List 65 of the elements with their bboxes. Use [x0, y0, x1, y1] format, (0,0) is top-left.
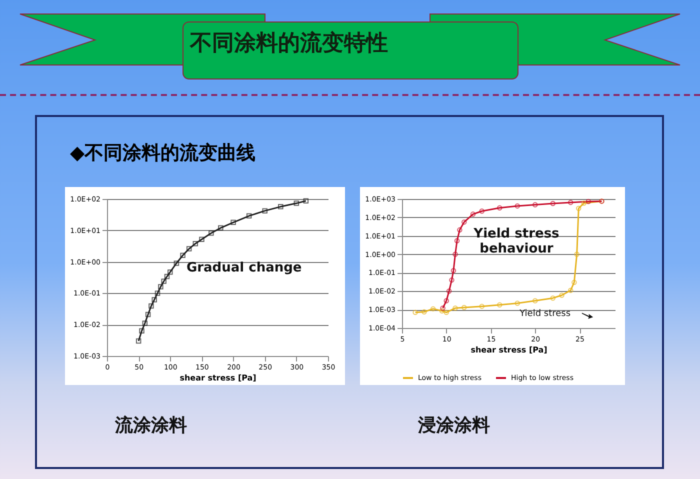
- point: [174, 260, 180, 266]
- point: [532, 298, 538, 304]
- point: [462, 304, 467, 310]
- point: [454, 238, 460, 244]
- chart-title: 不同涂料的流变特性: [190, 30, 388, 58]
- point: [444, 310, 449, 316]
- point: [572, 280, 577, 285]
- point: [439, 308, 445, 314]
- point: [278, 204, 284, 210]
- point: [152, 297, 157, 302]
- annotation: Gradual change: [186, 260, 302, 276]
- point: [586, 198, 591, 204]
- point: [154, 290, 160, 296]
- point: [581, 200, 587, 206]
- point: [139, 328, 144, 334]
- point: [568, 288, 574, 293]
- point: [574, 252, 580, 257]
- x-axis-title: shear stress [Pa]: [180, 374, 256, 382]
- point: [479, 208, 484, 214]
- point: [559, 292, 564, 298]
- point: [158, 284, 164, 290]
- point: [161, 278, 166, 284]
- point: [192, 240, 198, 246]
- point: [208, 230, 214, 236]
- point: [550, 295, 556, 301]
- point: [218, 225, 224, 231]
- point: [148, 303, 154, 309]
- point: [186, 246, 192, 252]
- point: [452, 252, 458, 257]
- text: 浸涂涂料: [418, 414, 490, 437]
- point: [470, 212, 476, 217]
- point: [497, 205, 502, 210]
- point: [168, 269, 173, 275]
- point: [246, 213, 252, 219]
- point: [462, 219, 467, 225]
- point: [136, 338, 142, 344]
- point: [532, 202, 538, 208]
- point: [164, 274, 170, 280]
- point: [180, 252, 186, 258]
- point: [457, 227, 462, 233]
- point: [294, 200, 300, 206]
- point: [452, 305, 458, 311]
- point: [230, 220, 236, 226]
- point: [497, 302, 502, 308]
- point: [430, 306, 436, 312]
- point: [145, 312, 151, 318]
- annotation: Yield stress: [518, 309, 571, 320]
- point: [422, 309, 427, 314]
- point: [446, 288, 452, 294]
- point: [576, 206, 582, 211]
- point: [199, 236, 204, 242]
- chart-subtitle: ◆不同涂料的流变曲线: [70, 141, 256, 166]
- point: [444, 298, 449, 304]
- point: [550, 200, 556, 206]
- point: [514, 300, 520, 306]
- point: [303, 198, 309, 204]
- x-axis-title: shear stress [Pa]: [470, 346, 548, 354]
- point: [142, 320, 148, 326]
- text: 流涂涂料: [115, 414, 187, 437]
- point: [568, 200, 574, 206]
- point: [479, 304, 484, 309]
- point: [262, 208, 268, 214]
- point: [449, 277, 454, 283]
- point: [514, 203, 520, 209]
- point: [450, 268, 456, 274]
